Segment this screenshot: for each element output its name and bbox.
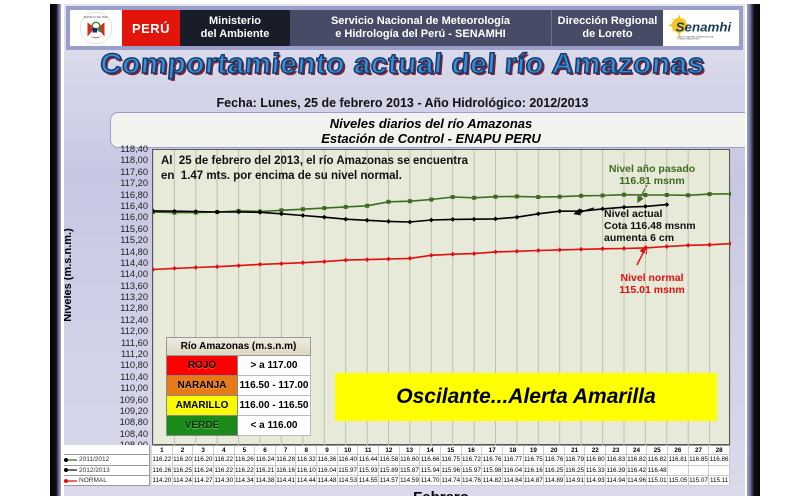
svg-text:SERVICIO NACIONAL DE METEOROLO: SERVICIO NACIONAL DE METEOROLOGIA (677, 35, 713, 38)
svg-text:Senamhi: Senamhi (676, 20, 732, 35)
svg-text:REPUBLICA DEL PERU: REPUBLICA DEL PERU (84, 16, 109, 19)
